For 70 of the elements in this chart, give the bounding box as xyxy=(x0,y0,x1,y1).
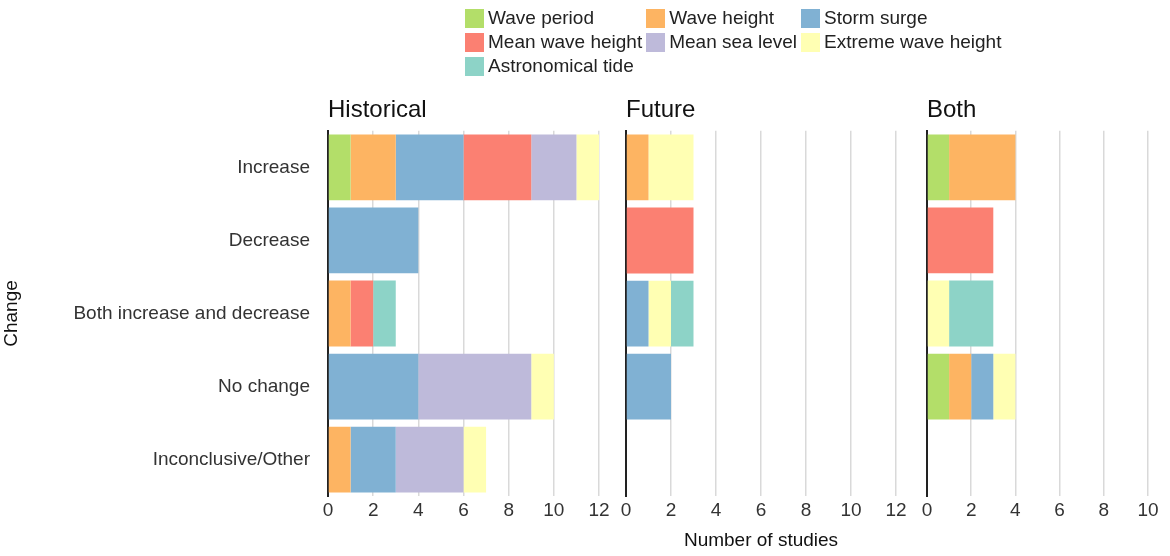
x-axis-title: Number of studies xyxy=(683,528,839,550)
bar xyxy=(328,353,419,420)
x-tick-label: 2 xyxy=(665,499,677,521)
y-tick-label: Inconclusive/Other xyxy=(152,447,311,469)
bar xyxy=(648,134,694,201)
x-tick-label: 6 xyxy=(458,498,469,520)
chart-title: Both xyxy=(927,95,977,123)
bar xyxy=(328,280,351,347)
y-tick-label: No change xyxy=(218,374,310,396)
x-tick-label: 0 xyxy=(620,499,632,521)
bar xyxy=(648,280,671,347)
bar xyxy=(949,134,1016,201)
bar xyxy=(395,426,464,493)
chart-title: Historical xyxy=(328,95,427,123)
x-tick-label: 2 xyxy=(965,498,977,520)
bar xyxy=(927,134,950,201)
bar xyxy=(949,353,972,420)
x-tick-label: 4 xyxy=(1010,498,1022,520)
bar xyxy=(626,280,649,347)
bar xyxy=(626,134,649,201)
bar xyxy=(418,353,532,420)
x-tick-label: 6 xyxy=(755,499,767,521)
bar xyxy=(373,280,396,347)
bar xyxy=(927,207,994,274)
legend-label: Wave height xyxy=(669,7,775,29)
x-tick-label: 4 xyxy=(413,498,425,520)
x-tick-label: 8 xyxy=(503,498,514,520)
bar xyxy=(671,280,694,347)
legend-label: Wave period xyxy=(488,7,594,29)
bar xyxy=(927,353,950,420)
bar xyxy=(350,280,374,347)
x-tick-label: 12 xyxy=(588,498,610,520)
legend-label: Mean wave height xyxy=(488,31,643,53)
bar xyxy=(531,353,554,420)
chart-title: Future xyxy=(626,95,696,123)
y-tick-label: Both increase and decrease xyxy=(73,301,310,323)
x-tick-label: 8 xyxy=(800,499,812,521)
x-tick-label: 0 xyxy=(921,498,933,520)
bar xyxy=(626,353,671,420)
y-tick-label: Decrease xyxy=(228,228,310,250)
bar xyxy=(350,134,396,201)
bar xyxy=(395,134,464,201)
bar xyxy=(350,426,396,493)
y-axis-title: Change xyxy=(0,280,21,347)
bar xyxy=(328,207,419,274)
bar xyxy=(531,134,577,201)
x-tick-label: 8 xyxy=(1098,498,1110,520)
x-tick-label: 10 xyxy=(543,498,565,520)
bar xyxy=(949,280,994,347)
bar xyxy=(328,134,351,201)
x-tick-label: 4 xyxy=(710,499,722,521)
bar xyxy=(463,134,532,201)
legend-label: Mean sea level xyxy=(669,31,798,53)
x-tick-label: 0 xyxy=(322,498,334,520)
legend-label: Astronomical tide xyxy=(488,55,634,77)
legend-label: Extreme wave height xyxy=(824,31,1002,53)
legend-label: Storm surge xyxy=(824,7,928,29)
x-tick-label: 2 xyxy=(367,498,379,520)
bar xyxy=(576,134,599,201)
x-tick-label: 6 xyxy=(1054,498,1065,520)
y-tick-label: Increase xyxy=(237,155,310,177)
x-tick-label: 10 xyxy=(1137,498,1159,520)
bar xyxy=(927,280,950,347)
bar xyxy=(626,207,694,274)
bar xyxy=(971,353,994,420)
bar xyxy=(993,353,1016,420)
x-tick-label: 10 xyxy=(840,499,862,521)
bar xyxy=(328,426,351,493)
bar xyxy=(463,426,487,493)
x-tick-label: 12 xyxy=(885,499,907,521)
